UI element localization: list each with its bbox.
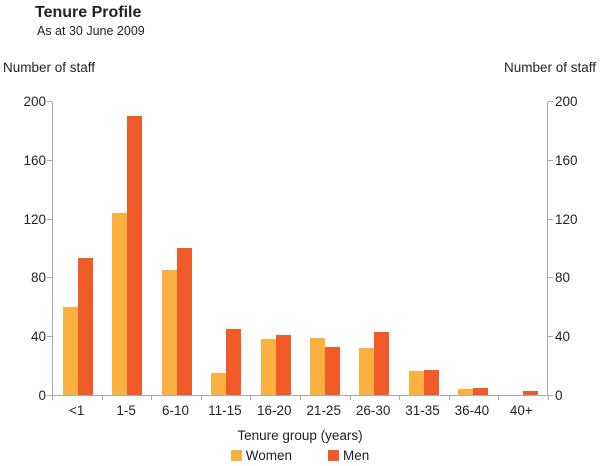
bar-men-1620 [275,334,291,395]
x-axis-title: Tenure group (years) [237,428,363,443]
plot-area [52,102,548,396]
y-tick-label-left: 160 [23,152,46,168]
y-tick-label-left: 80 [30,270,46,286]
y-axis-tick-right [548,159,553,161]
legend-label-men: Men [343,448,370,463]
y-tick-label-right: 0 [555,388,563,403]
bar-men-15 [127,115,143,395]
bar-men-1 [78,258,93,395]
x-axis-tick [548,396,549,400]
legend-item-women: Women [230,448,292,463]
x-axis-tick [250,396,251,400]
legend-item-men: Men [328,448,369,463]
y-axis-tick-right [548,218,553,220]
y-tick-label-right: 40 [555,329,571,345]
bar-men-1115 [226,328,242,395]
x-tick-label: 40+ [509,403,533,418]
bar-women-3135 [408,371,424,395]
bar-women-2125 [310,337,325,395]
y-axis-label-left: Number of staff [3,60,96,75]
x-tick-label: 11-15 [208,403,242,418]
legend-swatch-women [230,450,242,461]
bar-women-610 [161,270,177,395]
bar-men-40 [522,390,538,395]
chart-title: Tenure Profile [35,4,142,21]
x-axis-tick [52,396,53,400]
y-tick-label-right: 80 [555,270,571,286]
y-tick-label-right: 120 [555,211,578,227]
bar-men-610 [176,248,192,395]
y-tick-label-left: 200 [23,94,46,109]
bar-men-3640 [473,387,489,395]
y-axis-tick-left [47,277,52,279]
chart-subtitle: As at 30 June 2009 [37,24,145,38]
x-tick-label: 6-10 [161,403,190,418]
y-axis-tick-left [47,336,52,338]
y-axis-tick-right [548,277,553,279]
bar-men-2125 [325,346,340,395]
legend: Women Men [52,448,548,463]
y-tick-label-left: 120 [23,211,46,227]
bar-women-2630 [359,347,375,395]
bar-men-2630 [374,331,390,395]
y-axis-tick-left [47,218,52,220]
bar-women-1 [63,306,78,395]
x-tick-label: 1-5 [116,403,136,418]
y-axis-tick-left [47,159,52,161]
y-axis-label-right: Number of staff [503,60,596,75]
x-axis-tick [151,396,152,400]
y-tick-label-right: 160 [555,152,578,168]
bar-men-3135 [423,370,439,395]
bar-women-15 [112,212,128,395]
y-axis-tick-left [47,395,52,396]
y-axis-tick-right [548,336,553,338]
y-axis-tick-right [548,395,553,396]
x-tick-label: 21-25 [306,403,341,418]
x-tick-label: 36-40 [454,403,490,418]
bar-women-1115 [211,372,227,395]
x-axis-tick [350,396,351,400]
x-axis-tick [449,396,450,400]
legend-label-women: Women [245,448,292,463]
x-axis-tick [498,396,499,400]
x-tick-label: 26-30 [355,403,391,418]
y-tick-label-right: 200 [555,94,578,109]
y-axis-tick-right [548,101,553,102]
x-axis-tick [399,396,400,400]
x-tick-label: 31-35 [405,403,440,418]
y-axis-tick-left [47,101,52,102]
x-axis-tick [201,396,202,400]
x-tick-label: <1 [68,403,85,418]
y-tick-label-left: 0 [38,388,46,403]
x-axis-tick [102,396,103,400]
y-tick-label-left: 40 [30,329,46,345]
legend-swatch-men [328,450,339,461]
bar-women-3640 [458,389,474,395]
x-axis-tick [300,396,301,400]
x-tick-label: 16-20 [257,403,292,418]
bar-women-1620 [260,339,276,395]
